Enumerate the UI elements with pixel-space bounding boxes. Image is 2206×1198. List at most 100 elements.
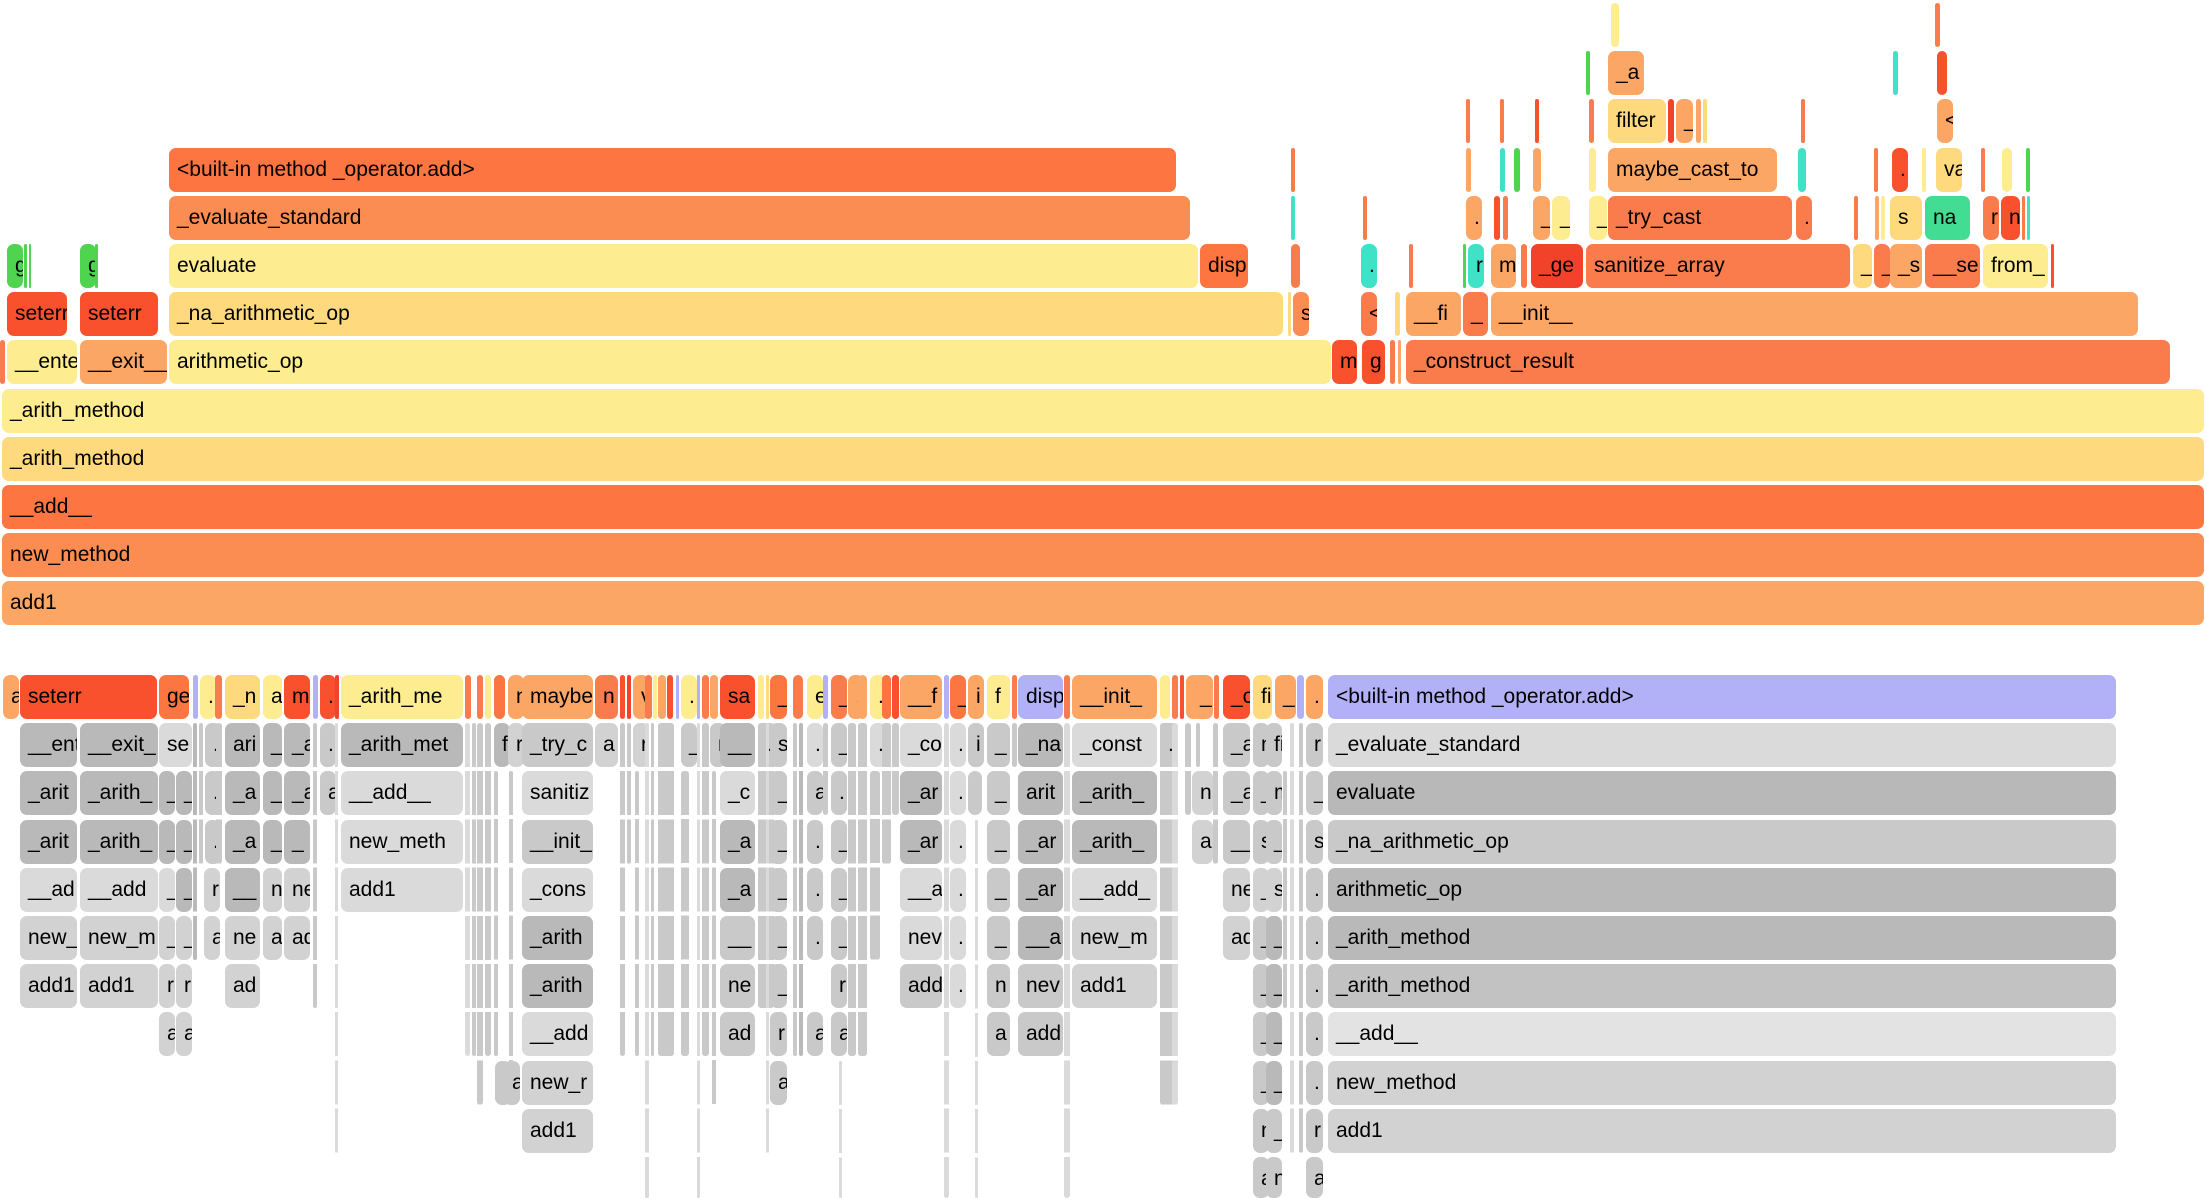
flame-bar[interactable]: __ad <box>20 867 77 912</box>
flame-bar[interactable]: __exit__ <box>80 340 167 385</box>
flame-bar[interactable]: _ <box>831 723 847 768</box>
flame-bar[interactable]: . <box>950 771 966 816</box>
flame-bar[interactable]: _ <box>1266 1108 1282 1153</box>
flame-bar[interactable]: _evaluate_standard <box>1328 723 2116 768</box>
flame-bar[interactable]: _ar <box>1018 867 1063 912</box>
flame-bar-sliver[interactable] <box>1533 147 1541 192</box>
flame-bar[interactable]: r <box>770 1012 787 1057</box>
flame-bar[interactable]: s <box>1890 195 1922 240</box>
flame-bar[interactable]: r <box>159 964 175 1009</box>
flame-bar-sliver[interactable] <box>1521 244 1527 288</box>
flame-bar[interactable]: _ <box>1253 916 1269 960</box>
flame-bar-sliver[interactable] <box>2022 195 2025 240</box>
flame-bar[interactable]: _ <box>987 723 1010 768</box>
flame-bar-sliver[interactable] <box>1363 195 1367 240</box>
flame-bar[interactable]: _s <box>1890 244 1922 288</box>
flame-bar[interactable]: . <box>831 771 847 816</box>
flame-bar[interactable]: add1 <box>20 964 77 1009</box>
flame-bar[interactable]: __add <box>80 867 158 912</box>
flame-bar[interactable]: _ <box>1253 771 1269 816</box>
flame-bar-sliver[interactable] <box>1390 340 1395 385</box>
flame-bar[interactable]: _ <box>1266 964 1282 1009</box>
flame-bar-sliver[interactable] <box>1395 292 1400 337</box>
flame-bar[interactable]: new_r <box>522 1060 593 1105</box>
flame-bar-sliver[interactable] <box>1466 99 1470 144</box>
flame-bar[interactable]: _a <box>1223 723 1250 768</box>
flame-bar[interactable]: a <box>159 1012 175 1057</box>
flame-bar-sliver[interactable] <box>477 675 483 719</box>
flame-bar[interactable]: _ar <box>900 819 942 864</box>
flame-bar-sliver[interactable] <box>472 723 476 1057</box>
flame-bar-sliver[interactable] <box>2002 147 2012 192</box>
flame-bar[interactable]: a <box>320 771 336 816</box>
flame-bar[interactable]: n <box>1253 1108 1269 1153</box>
flame-bar[interactable]: add1 <box>522 1108 593 1153</box>
flame-bar[interactable]: ad <box>1223 916 1250 960</box>
flame-bar-sliver[interactable] <box>882 723 891 864</box>
flame-bar[interactable]: _ <box>159 771 175 816</box>
flame-bar[interactable]: __se <box>1925 244 1980 288</box>
flame-bar-sliver[interactable] <box>1881 195 1885 240</box>
flame-bar[interactable]: . <box>681 675 697 719</box>
flame-bar[interactable]: __a <box>900 867 942 912</box>
flame-bar[interactable]: __enter__ <box>7 340 77 385</box>
flame-bar[interactable]: _ <box>1266 1060 1282 1105</box>
flame-bar[interactable]: add1 <box>2 581 2204 626</box>
flame-bar[interactable]: _ar <box>900 771 942 816</box>
flame-bar[interactable]: . <box>1892 147 1908 192</box>
flame-bar-sliver[interactable] <box>1937 51 1947 96</box>
flame-bar-sliver[interactable] <box>335 723 338 1153</box>
flame-bar-sliver[interactable] <box>1160 675 1170 719</box>
flame-bar[interactable]: maybe <box>522 675 593 719</box>
flame-bar-sliver[interactable] <box>702 675 709 719</box>
flame-bar[interactable]: . <box>320 723 336 768</box>
flame-bar-sliver[interactable] <box>620 723 625 1057</box>
flame-bar[interactable]: _arith_method <box>2 388 2204 433</box>
flame-bar-sliver[interactable] <box>1514 147 1520 192</box>
flame-bar[interactable]: _a <box>225 771 260 816</box>
flame-bar-sliver[interactable] <box>1291 195 1295 240</box>
flame-bar-sliver[interactable] <box>1500 99 1504 144</box>
flame-bar[interactable]: a <box>263 675 282 719</box>
flame-bar[interactable]: disp <box>1200 244 1248 288</box>
flame-bar[interactable]: new_m <box>80 916 158 960</box>
flame-bar[interactable]: . <box>950 819 966 864</box>
flame-bar[interactable]: __add__ <box>2 485 2204 529</box>
flame-bar-sliver[interactable] <box>1801 99 1805 144</box>
flame-bar[interactable]: r <box>1468 244 1484 288</box>
flame-bar[interactable]: r <box>831 964 847 1009</box>
flame-bar[interactable]: _a <box>720 819 755 864</box>
flame-bar-sliver[interactable] <box>892 675 899 719</box>
flame-bar[interactable]: from_ <box>1983 244 2048 288</box>
flame-bar-sliver[interactable] <box>681 771 689 1057</box>
flame-bar-sliver[interactable] <box>645 675 652 719</box>
flame-bar[interactable]: _ <box>1589 195 1607 240</box>
flame-bar[interactable]: _arith <box>522 916 593 960</box>
flame-bar[interactable]: __add_ <box>1072 867 1157 912</box>
flame-bar[interactable]: nev <box>900 916 942 960</box>
flame-bar-sliver[interactable] <box>1299 723 1303 1153</box>
flame-bar[interactable]: _a <box>225 819 260 864</box>
flame-bar[interactable]: _arith_ <box>80 819 158 864</box>
flame-bar-sliver[interactable] <box>635 771 639 1057</box>
flame-bar-sliver[interactable] <box>758 675 764 719</box>
flame-bar[interactable]: n <box>987 964 1010 1009</box>
flame-bar-sliver[interactable] <box>215 675 222 719</box>
flame-bar[interactable]: a <box>831 1012 847 1057</box>
flame-bar-sliver[interactable] <box>697 675 700 719</box>
flame-bar-sliver[interactable] <box>1586 51 1590 96</box>
flame-bar[interactable]: . <box>950 916 966 960</box>
flame-bar[interactable]: fi <box>1266 723 1282 768</box>
flame-bar[interactable]: _c <box>1223 675 1250 719</box>
flame-bar-sliver[interactable] <box>1463 244 1466 288</box>
flame-bar-sliver[interactable] <box>882 675 891 719</box>
flame-bar-sliver[interactable] <box>1500 147 1505 192</box>
flame-bar[interactable]: s <box>1306 819 1323 864</box>
flame-bar[interactable]: _try_c <box>522 723 593 768</box>
flame-bar-sliver[interactable] <box>1064 723 1070 1198</box>
flame-bar[interactable]: _ <box>1266 916 1282 960</box>
flame-bar[interactable]: seterr <box>20 675 157 719</box>
flame-bar[interactable]: . <box>1306 964 1323 1009</box>
flame-bar[interactable]: _ <box>1275 675 1296 719</box>
